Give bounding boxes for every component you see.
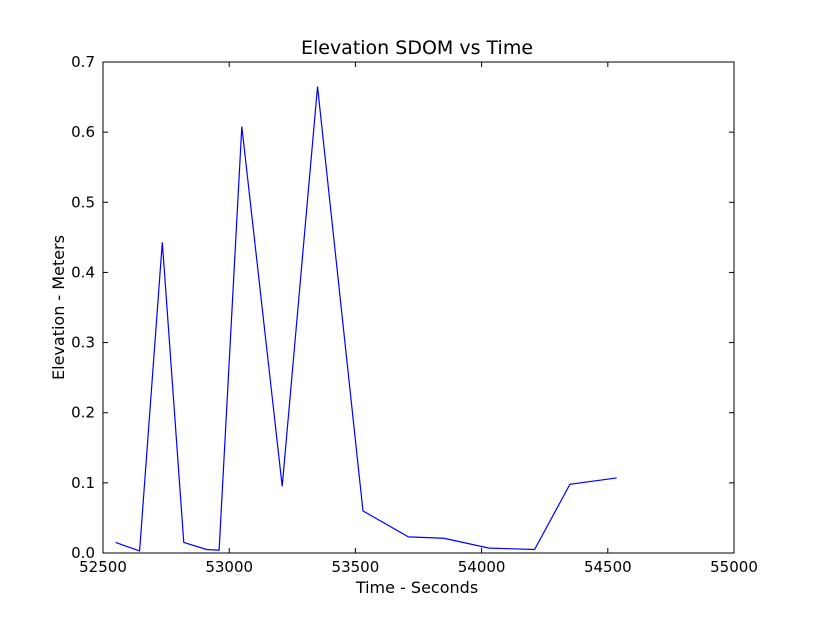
chart-title: Elevation SDOM vs Time bbox=[301, 37, 533, 59]
y-axis-label: Elevation - Meters bbox=[49, 235, 68, 380]
x-tick-label: 55000 bbox=[710, 558, 758, 576]
x-tick-label: 53000 bbox=[205, 558, 253, 576]
axis-ticks: 52500 53000 53500 54000 54500 55000 0.0 0.1 0.2 0… bbox=[71, 53, 758, 576]
y-tick-label: 0.7 bbox=[71, 53, 95, 71]
y-tick-label: 0.6 bbox=[71, 123, 95, 141]
plot-area-frame bbox=[102, 61, 735, 554]
y-tick-label: 0.3 bbox=[71, 334, 95, 352]
series-line bbox=[115, 86, 617, 552]
x-tick-label: 54500 bbox=[584, 558, 632, 576]
y-tick-label: 0.5 bbox=[71, 193, 95, 211]
x-tick-label: 54000 bbox=[458, 558, 506, 576]
y-tick-label: 0.1 bbox=[71, 474, 95, 492]
y-tick-label: 0.2 bbox=[71, 404, 95, 422]
x-tick-label: 53500 bbox=[332, 558, 380, 576]
y-tick-label: 0.0 bbox=[71, 544, 95, 562]
x-axis-label: Time - Seconds bbox=[355, 578, 478, 597]
x-tick-label: 52500 bbox=[79, 558, 127, 576]
series-layer bbox=[115, 86, 617, 552]
y-tick-label: 0.4 bbox=[71, 263, 95, 281]
